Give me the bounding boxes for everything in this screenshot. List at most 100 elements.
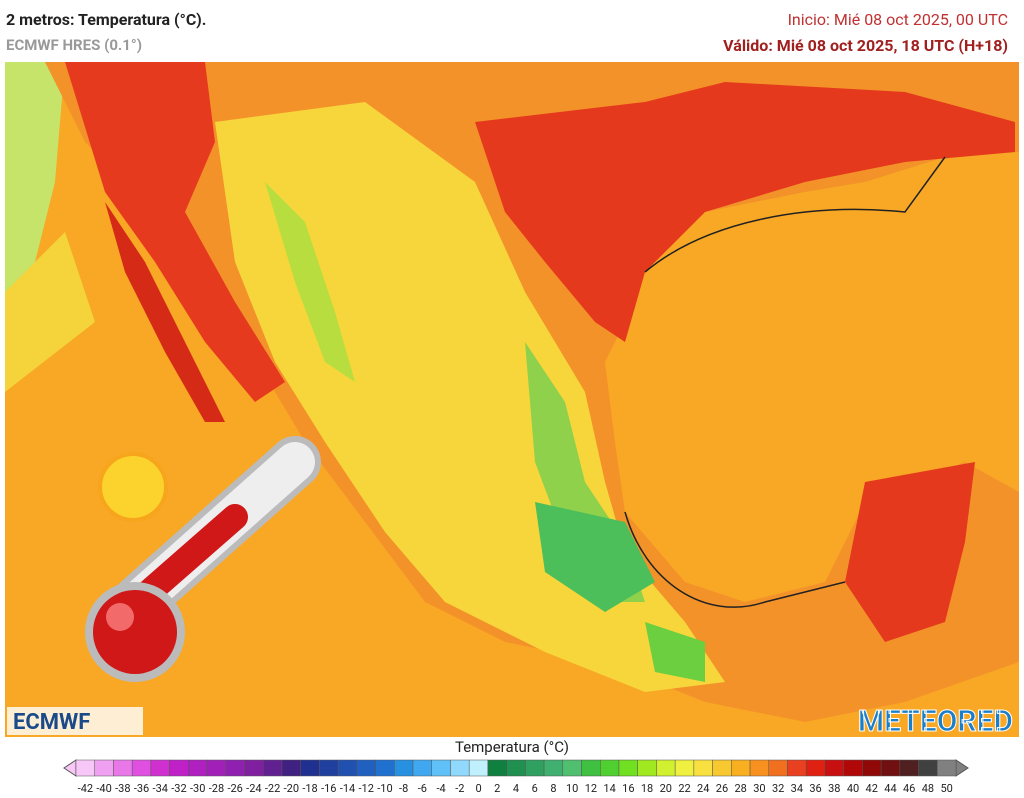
colorbar-cell	[356, 759, 376, 777]
colorbar-cell	[562, 759, 582, 777]
colorbar-tick-label: -40	[96, 782, 111, 795]
baja	[105, 202, 225, 422]
logo-meteored: METEORED	[858, 704, 1013, 737]
arrow-right	[955, 759, 969, 777]
chiapas	[645, 622, 705, 682]
colorbar-tick-label: 8	[550, 782, 556, 795]
colorbar-cell	[768, 759, 788, 777]
colorbar-tick-label: -20	[284, 782, 299, 795]
map: ECMWF METEORED	[5, 62, 1019, 737]
colorbar-tick-label: -22	[265, 782, 280, 795]
colorbar-tick-label: 48	[922, 782, 934, 795]
colorbar-cell	[731, 759, 751, 777]
colorbar-cell	[75, 759, 95, 777]
colorbar-cell	[188, 759, 208, 777]
colorbar-cell	[937, 759, 957, 777]
colorbar-tick-label: 0	[475, 782, 481, 795]
sierra-west	[265, 182, 355, 382]
sun-icon	[98, 452, 168, 522]
colorbar-tick-label: 50	[940, 782, 952, 795]
colorbar-tick-label: -10	[377, 782, 392, 795]
colorbar-cell	[918, 759, 938, 777]
colorbar-tick-label: 30	[753, 782, 765, 795]
colorbar-cell	[581, 759, 601, 777]
pacific-north	[5, 62, 65, 302]
logo-ecmwf: ECMWF	[13, 710, 90, 735]
colorbar-cell	[525, 759, 545, 777]
title: 2 metros: Temperatura (°C).	[6, 10, 207, 29]
colorbar-cell	[131, 759, 152, 777]
colorbar-cell	[805, 759, 826, 777]
colorbar-cell	[843, 759, 863, 777]
colorbar-tick-label: 32	[772, 782, 784, 795]
hot-texas	[475, 82, 1015, 342]
colorbar-tick-label: 46	[903, 782, 915, 795]
colorbar-tick-label: 44	[884, 782, 896, 795]
colorbar-tick-label: -42	[78, 782, 93, 795]
colorbar-cell	[899, 759, 919, 777]
arrow-left	[63, 759, 77, 777]
coast-west	[5, 232, 95, 392]
colorbar-cell	[431, 759, 451, 777]
colorbar-cell	[450, 759, 470, 777]
colorbar-tick-label: 18	[641, 782, 653, 795]
hot-yucatan	[845, 462, 975, 642]
colorbar-cell	[693, 759, 713, 777]
start-time: Inicio: Mié 08 oct 2025, 00 UTC	[787, 10, 1008, 29]
colorbar-tick-label: -36	[134, 782, 149, 795]
colorbar-tick-label: -24	[246, 782, 261, 795]
colorbar-tick-label: 40	[847, 782, 859, 795]
colorbar-tick-label: 36	[809, 782, 821, 795]
colorbar-cell	[487, 759, 507, 777]
colorbar-tick-label: -6	[418, 782, 427, 795]
colorbar-tick-label: 4	[513, 782, 519, 795]
colorbar-tick-label: 38	[828, 782, 840, 795]
colorbar-cell	[712, 759, 732, 777]
colorbar-cell	[169, 759, 189, 777]
colorbar-tick-label: 2	[494, 782, 500, 795]
colorbar-tick-label: 12	[585, 782, 597, 795]
valid-time: Válido: Mié 08 oct 2025, 18 UTC (H+18)	[723, 36, 1008, 55]
colorbar-cell	[262, 759, 283, 777]
colorbar-cell	[244, 759, 264, 777]
colorbar-cell	[749, 759, 770, 777]
colorbar-cell	[375, 759, 395, 777]
colorbar-cell	[468, 759, 489, 777]
colorbar-cell	[618, 759, 638, 777]
colorbar-tick-label: -34	[153, 782, 168, 795]
colorbar-cell	[862, 759, 882, 777]
colorbar-cell	[225, 759, 245, 777]
thermometer-icon	[85, 436, 321, 682]
colorbar-tick-label: 28	[734, 782, 746, 795]
colorbar-tick-label: -28	[209, 782, 224, 795]
colorbar-tick-label: 24	[697, 782, 709, 795]
central-highland	[535, 502, 655, 612]
colorbar-tick-label: -18	[302, 782, 317, 795]
colorbar-tick-label: -4	[436, 782, 445, 795]
colorbar-cell	[113, 759, 133, 777]
colorbar-cell	[281, 759, 301, 777]
colorbar-cell	[543, 759, 564, 777]
colorbar-cell	[674, 759, 695, 777]
colorbar-cell	[637, 759, 657, 777]
colorbar-tick-label: 20	[660, 782, 672, 795]
colorbar-tick-label: 26	[716, 782, 728, 795]
colorbar-tick-label: 10	[566, 782, 578, 795]
colorbar-tick-label: -16	[321, 782, 336, 795]
colorbar-tick-label: 22	[678, 782, 690, 795]
colorbar-cell	[656, 759, 676, 777]
colorbar-cell	[506, 759, 526, 777]
colorbar-cell	[394, 759, 414, 777]
colorbar-tick-label: 6	[532, 782, 538, 795]
coastline	[624, 156, 946, 608]
colorbar-tick-label: -26	[227, 782, 242, 795]
colorbar-tick-label: -12	[359, 782, 374, 795]
colorbar-tick-label: 42	[866, 782, 878, 795]
colorbar-cell	[787, 759, 807, 777]
colorbar-cell	[824, 759, 844, 777]
colorbar-tick-label: -30	[190, 782, 205, 795]
colorbar-tick-label: -2	[455, 782, 464, 795]
colorbar-cell	[300, 759, 320, 777]
subtitle: ECMWF HRES (0.1°)	[6, 36, 142, 54]
